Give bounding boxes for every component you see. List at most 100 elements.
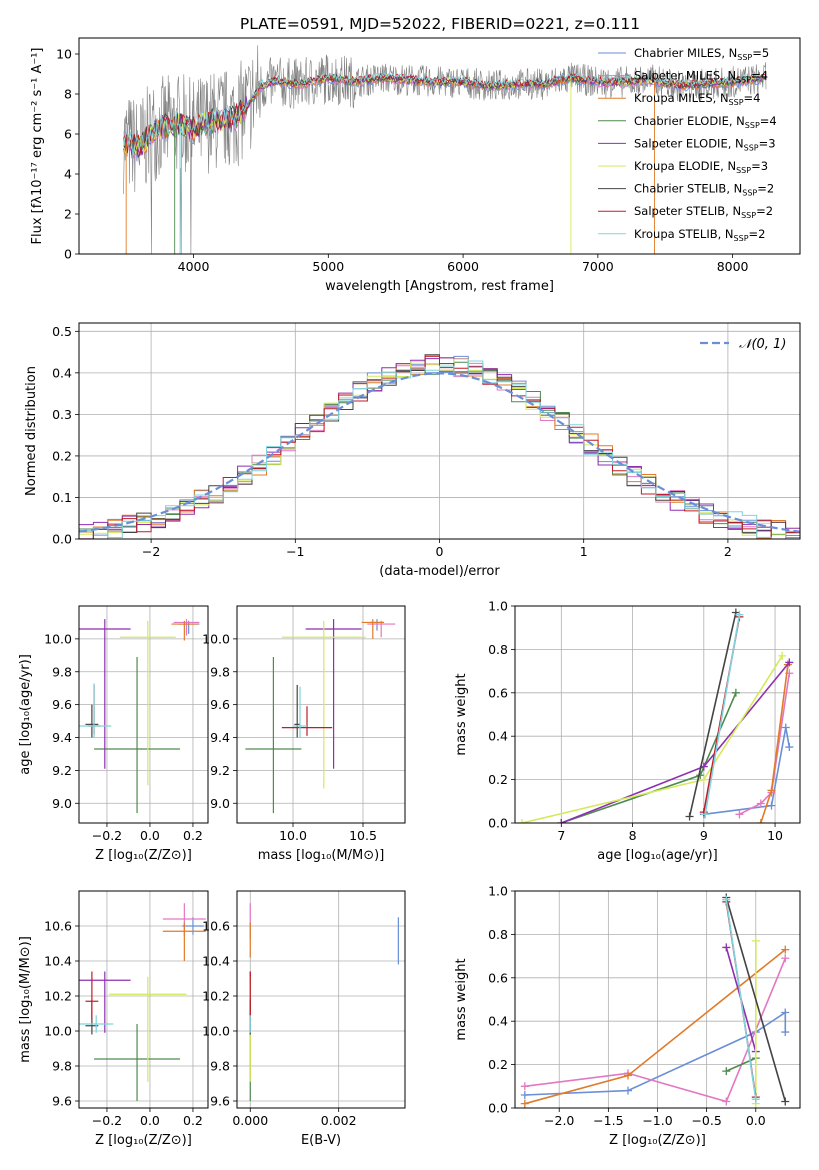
weight-marker	[520, 1099, 529, 1108]
errorbar-point	[281, 706, 333, 736]
x-tick-label: 10	[767, 828, 783, 843]
weight-marker	[624, 1071, 633, 1080]
y-tick-label: 0.0	[488, 816, 508, 831]
weight-lines	[520, 893, 790, 1108]
errorbar-point	[367, 620, 396, 638]
x-axis-label: (data-model)/error	[379, 564, 500, 579]
y-axis-label: mass [log₁₀(M/M⊙)]	[18, 936, 33, 1063]
y-tick-label: 10.6	[202, 919, 230, 934]
spectrum-lines	[123, 45, 767, 254]
weight-marker	[778, 651, 787, 660]
errorbar-point	[281, 620, 366, 789]
y-tick-label: 0.0	[488, 1101, 508, 1116]
weight-marker	[731, 688, 740, 697]
x-tick-label: 1	[580, 544, 588, 559]
weight-marker	[520, 1090, 529, 1099]
weight-marker	[781, 1008, 790, 1017]
x-tick-label: 8	[629, 828, 637, 843]
legend-label: Salpeter MILES, NSSP=4	[634, 69, 768, 85]
weight-marker	[756, 799, 765, 808]
y-tick-label: 0.1	[52, 490, 72, 505]
errorbar-point	[294, 684, 300, 738]
x-tick-label: −1.0	[642, 1113, 672, 1128]
axes-spectrum: 4000 5000 6000 7000 8000 0 2 4 6 8 10 wavelength [A…	[30, 37, 801, 294]
axes-frame	[514, 605, 801, 824]
weight-series	[725, 897, 787, 1102]
y-tick-label: 1.0	[488, 884, 508, 899]
errorbars	[79, 903, 206, 1101]
weight-marker	[785, 743, 794, 752]
errorbar-point	[85, 971, 99, 1019]
x-tick-label: −1.5	[593, 1113, 623, 1128]
errorbar-point	[305, 619, 362, 769]
weight-series	[704, 614, 741, 815]
weight-marker	[781, 954, 790, 963]
weight-series	[739, 673, 791, 816]
x-tick-label: 0.000	[232, 1113, 268, 1128]
axes-frame	[78, 890, 209, 1109]
y-axis-label: mass weight	[454, 958, 469, 1040]
axes-weight-vs-age: 7 8 9 10 0.0 0.2 0.4 0.6 0.8 1.0 age [log₁₀(age/yr…	[454, 599, 801, 863]
weight-marker	[701, 810, 710, 819]
x-tick-label: 2	[724, 544, 732, 559]
errorbar-point	[173, 619, 200, 636]
weight-marker	[751, 1095, 760, 1104]
figure-title: PLATE=0591, MJD=52022, FIBERID=0221, z=0…	[240, 15, 640, 33]
x-tick-label: 0.0	[140, 828, 160, 843]
axes-residuals: −2 −1 0 1 2 0.0 0.1 0.2 0.3 0.4 0.5 (data-model)/er…	[24, 322, 801, 579]
errorbar-point	[171, 620, 198, 641]
y-tick-label: 9.6	[210, 1094, 230, 1109]
axes-frame	[78, 605, 209, 824]
x-tick-label: 0.002	[321, 1113, 357, 1128]
y-tick-label: 9.2	[210, 763, 230, 778]
y-tick-label: 9.0	[210, 796, 230, 811]
y-tick-label: 0.5	[52, 324, 72, 339]
x-tick-label: 7	[557, 828, 565, 843]
weight-marker	[518, 819, 527, 823]
x-tick-label: 0	[436, 544, 444, 559]
errorbar-point	[79, 1015, 114, 1033]
x-tick-label: −0.5	[691, 1113, 721, 1128]
y-tick-label: 10.4	[202, 954, 230, 969]
weight-marker	[767, 801, 776, 810]
errorbar-point	[361, 619, 384, 639]
y-tick-label: 6	[64, 127, 72, 142]
y-tick-label: 8	[64, 87, 72, 102]
weight-series	[561, 692, 737, 823]
x-axis-label: Z [log₁₀(Z/Z⊙)]	[95, 848, 192, 863]
y-tick-label: 10.0	[202, 1024, 230, 1039]
errorbars	[249, 903, 399, 1101]
y-tick-label: 0.4	[488, 1014, 508, 1029]
y-tick-label: 9.6	[210, 697, 230, 712]
errorbar-point	[109, 976, 187, 1082]
legend-label: Chabrier ELODIE, NSSP=4	[634, 114, 777, 130]
weight-series	[703, 727, 791, 816]
axes-age-vs-Z: −0.2 0.0 0.2 9.0 9.2 9.4 9.6 9.8 10.0 Z [log₁₀(Z/…	[18, 605, 209, 863]
weight-series	[688, 612, 737, 817]
y-tick-label: 9.4	[210, 730, 230, 745]
x-tick-label: 7000	[582, 259, 614, 274]
x-tick-label: −2	[142, 544, 160, 559]
hist-lines	[79, 354, 800, 539]
axes-age-vs-mass: 10.0 10.5 9.0 9.2 9.4 9.6 9.8 10.0 mass [log₁₀(M…	[202, 605, 406, 863]
weight-marker	[722, 1097, 731, 1106]
y-tick-label: 1.0	[488, 599, 508, 614]
x-axis-label: Z [log₁₀(Z/Z⊙)]	[95, 1133, 192, 1148]
x-tick-label: 8000	[717, 259, 749, 274]
errorbar-point	[119, 620, 176, 786]
y-tick-label: 9.0	[52, 796, 72, 811]
y-tick-label: 0.6	[488, 970, 508, 985]
legend-label: Chabrier STELIB, NSSP=2	[634, 182, 774, 198]
y-tick-label: 10.2	[202, 989, 230, 1004]
y-tick-label: 10	[56, 47, 72, 62]
y-tick-label: 0	[64, 247, 72, 262]
x-tick-label: 0.2	[183, 1113, 203, 1128]
legend-label: Salpeter STELIB, NSSP=2	[634, 204, 773, 220]
weight-marker	[735, 810, 744, 819]
y-tick-label: 0.4	[488, 729, 508, 744]
errorbar-point	[94, 1024, 181, 1101]
x-tick-label: 4000	[178, 259, 210, 274]
weight-marker	[751, 936, 760, 945]
weight-marker	[699, 775, 708, 784]
